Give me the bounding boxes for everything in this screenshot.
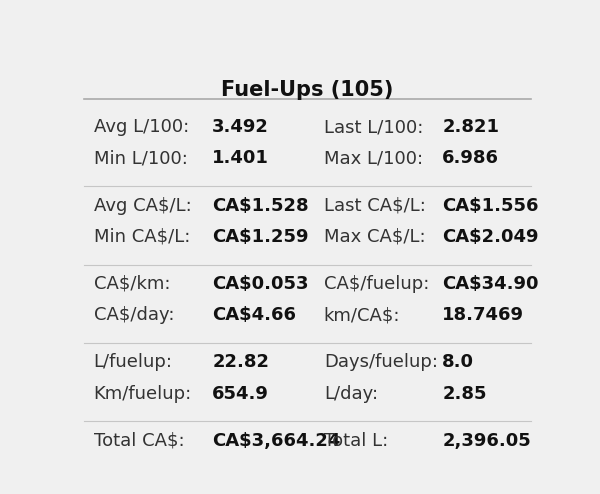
Text: 2.85: 2.85 <box>442 384 487 403</box>
Text: CA$2.049: CA$2.049 <box>442 228 539 246</box>
Text: Km/fuelup:: Km/fuelup: <box>94 384 192 403</box>
Text: CA$4.66: CA$4.66 <box>212 306 296 324</box>
Text: 1.401: 1.401 <box>212 149 269 167</box>
Text: km/CA$:: km/CA$: <box>324 306 400 324</box>
Text: Total L:: Total L: <box>324 432 388 450</box>
Text: Min CA$/L:: Min CA$/L: <box>94 228 190 246</box>
Text: CA$1.556: CA$1.556 <box>442 197 539 214</box>
Text: 6.986: 6.986 <box>442 149 499 167</box>
Text: Max CA$/L:: Max CA$/L: <box>324 228 425 246</box>
Text: Max L/100:: Max L/100: <box>324 149 423 167</box>
Text: Min L/100:: Min L/100: <box>94 149 187 167</box>
Text: L/fuelup:: L/fuelup: <box>94 353 173 371</box>
Text: 2,396.05: 2,396.05 <box>442 432 531 450</box>
Text: CA$/km:: CA$/km: <box>94 275 170 293</box>
Text: CA$/day:: CA$/day: <box>94 306 174 324</box>
Text: Avg L/100:: Avg L/100: <box>94 118 189 136</box>
Text: L/day:: L/day: <box>324 384 378 403</box>
Text: CA$0.053: CA$0.053 <box>212 275 308 293</box>
Text: CA$34.90: CA$34.90 <box>442 275 539 293</box>
Text: CA$1.528: CA$1.528 <box>212 197 309 214</box>
Text: 2.821: 2.821 <box>442 118 499 136</box>
Text: CA$3,664.24: CA$3,664.24 <box>212 432 341 450</box>
Text: 654.9: 654.9 <box>212 384 269 403</box>
Text: 3.492: 3.492 <box>212 118 269 136</box>
Text: 8.0: 8.0 <box>442 353 475 371</box>
Text: Avg CA$/L:: Avg CA$/L: <box>94 197 191 214</box>
Text: 22.82: 22.82 <box>212 353 269 371</box>
Text: Fuel-Ups (105): Fuel-Ups (105) <box>221 80 394 100</box>
Text: 18.7469: 18.7469 <box>442 306 524 324</box>
Text: CA$/fuelup:: CA$/fuelup: <box>324 275 429 293</box>
Text: Last L/100:: Last L/100: <box>324 118 423 136</box>
Text: CA$1.259: CA$1.259 <box>212 228 308 246</box>
Text: Last CA$/L:: Last CA$/L: <box>324 197 425 214</box>
Text: Total CA$:: Total CA$: <box>94 432 184 450</box>
Text: Days/fuelup:: Days/fuelup: <box>324 353 438 371</box>
